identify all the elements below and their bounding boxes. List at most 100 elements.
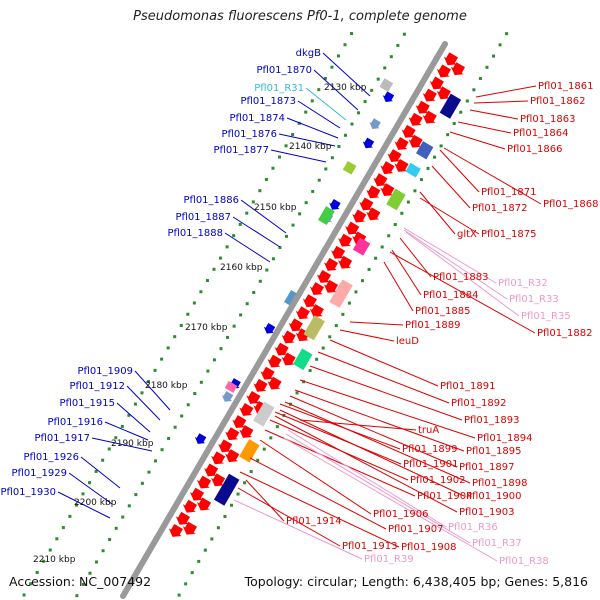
left-gene-label[interactable]: Pfl01_1877 <box>213 145 269 156</box>
guide-dot <box>153 368 157 372</box>
gene-arrow-reverse <box>329 199 341 210</box>
gene-labels: dkgB Pfl01_1870 Pfl01_R31 Pfl01_1873 Pfl01_1… <box>0 48 598 567</box>
right-gene-label[interactable]: Pfl01_1913 <box>342 541 398 552</box>
guide-dot <box>363 100 367 104</box>
gene-arrow-reverse <box>382 91 395 103</box>
right-gene-label[interactable]: Pfl01_1883 <box>433 272 489 283</box>
right-leader-line <box>287 429 447 528</box>
left-gene-label[interactable]: Pfl01_1886 <box>183 195 239 206</box>
left-gene-label[interactable]: Pfl01_1909 <box>77 366 133 377</box>
right-gene-label[interactable]: Pfl01_1903 <box>459 507 515 518</box>
guide-dot <box>315 357 319 361</box>
right-gene-label[interactable]: Pfl01_1907 <box>388 524 444 535</box>
right-gene-label[interactable]: truA <box>418 425 439 436</box>
gene-arrow <box>267 376 282 390</box>
kbp-label: 2190 kbp <box>111 439 154 449</box>
right-gene-label[interactable]: Pfl01_1900 <box>466 491 522 502</box>
gene-block <box>329 279 353 308</box>
right-leader-line <box>469 109 519 120</box>
left-gene-label[interactable]: Pfl01_1874 <box>229 113 285 124</box>
guide-dot <box>265 268 269 272</box>
left-gene-label[interactable]: Pfl01_1876 <box>221 129 277 140</box>
guide-dot <box>55 537 59 541</box>
right-gene-label[interactable]: Pfl01_R38 <box>499 556 549 567</box>
guide-dot <box>393 223 397 227</box>
right-gene-label[interactable]: Pfl01_1904 <box>417 491 473 502</box>
guide-dot <box>341 312 345 316</box>
guide-dot <box>179 323 183 327</box>
right-gene-label[interactable]: Pfl01_1906 <box>373 509 429 520</box>
guide-dot <box>311 189 315 193</box>
guide-dot <box>361 279 365 283</box>
guide-dot <box>153 459 157 463</box>
right-gene-label[interactable]: leuD <box>396 336 419 347</box>
right-gene-label[interactable]: Pfl01_1895 <box>466 446 522 457</box>
right-gene-label[interactable]: Pfl01_1871 <box>481 187 537 198</box>
right-gene-label[interactable]: Pfl01_1884 <box>423 290 479 301</box>
kbp-label: 2150 kbp <box>254 203 297 213</box>
gene-arrow <box>316 270 332 283</box>
right-gene-label[interactable]: Pfl01_R32 <box>498 278 548 289</box>
right-gene-label[interactable]: Pfl01_1882 <box>537 328 593 339</box>
right-gene-label[interactable]: Pfl01_R37 <box>472 538 522 549</box>
right-gene-label[interactable]: Pfl01_1894 <box>477 433 533 444</box>
right-leader-line <box>233 499 363 560</box>
right-gene-label[interactable]: Pfl01_1902 <box>410 475 466 486</box>
right-gene-label[interactable]: Pfl01_1891 <box>440 381 496 392</box>
left-gene-label[interactable]: Pfl01_1915 <box>59 398 115 409</box>
right-gene-label[interactable]: Pfl01_R39 <box>364 554 414 565</box>
left-gene-label[interactable]: Pfl01_1888 <box>167 228 223 239</box>
right-gene-label[interactable]: Pfl01_R36 <box>448 522 498 533</box>
kbp-label: 2200 kbp <box>74 498 117 508</box>
guide-dot <box>199 290 203 294</box>
guide-dot <box>160 357 164 361</box>
left-gene-label[interactable]: Pfl01_1916 <box>47 417 103 428</box>
right-gene-label[interactable]: Pfl01_R35 <box>521 311 571 322</box>
right-gene-label[interactable]: Pfl01_1899 <box>402 444 458 455</box>
gene-arrow <box>352 209 367 223</box>
left-gene-label[interactable]: Pfl01_1873 <box>240 96 296 107</box>
left-gene-label[interactable]: Pfl01_1929 <box>11 468 67 479</box>
guide-dot <box>370 88 374 92</box>
right-gene-label[interactable]: Pfl01_1893 <box>464 415 520 426</box>
gene-block <box>439 93 462 119</box>
left-gene-label[interactable]: Pfl01_1917 <box>34 433 90 444</box>
guide-dot <box>426 166 430 170</box>
right-gene-label[interactable]: Pfl01_1862 <box>530 96 586 107</box>
right-gene-label[interactable]: Pfl01_1861 <box>538 81 594 92</box>
left-gene-label[interactable]: Pfl01_1870 <box>256 65 312 76</box>
right-gene-label[interactable]: Pfl01_1872 <box>472 203 528 214</box>
left-gene-label[interactable]: Pfl01_R31 <box>254 83 304 94</box>
left-gene-label[interactable]: Pfl01_1930 <box>0 487 56 498</box>
right-gene-label[interactable]: Pfl01_1889 <box>405 320 461 331</box>
right-gene-label[interactable]: Pfl01_1897 <box>459 462 515 473</box>
left-leader-line <box>134 370 171 411</box>
right-gene-label[interactable]: gltX <box>457 229 477 240</box>
guide-dot <box>317 178 321 182</box>
right-gene-label[interactable]: Pfl01_1864 <box>513 128 569 139</box>
left-gene-label[interactable]: Pfl01_1912 <box>69 381 125 392</box>
guide-dot <box>256 458 260 462</box>
right-gene-label[interactable]: Pfl01_1863 <box>520 114 576 125</box>
right-gene-label[interactable]: Pfl01_1892 <box>451 398 507 409</box>
right-gene-label[interactable]: Pfl01_1868 <box>543 199 599 210</box>
right-gene-label[interactable]: Pfl01_1901 <box>403 459 459 470</box>
right-leader-line <box>473 100 529 104</box>
right-gene-label[interactable]: Pfl01_1914 <box>286 516 342 527</box>
left-gene-label[interactable]: Pfl01_1887 <box>175 212 231 223</box>
gene-block <box>386 188 406 211</box>
right-gene-label[interactable]: Pfl01_R33 <box>509 294 559 305</box>
guide-dot <box>127 413 131 417</box>
right-gene-label[interactable]: Pfl01_1898 <box>472 478 528 489</box>
guide-dot <box>210 537 214 541</box>
left-leader-line <box>240 199 287 234</box>
gene-arrow <box>366 207 381 221</box>
left-gene-label[interactable]: Pfl01_1926 <box>23 452 79 463</box>
guide-dot <box>472 88 476 92</box>
right-gene-label[interactable]: Pfl01_1885 <box>415 306 471 317</box>
right-gene-label[interactable]: Pfl01_1875 <box>481 229 537 240</box>
left-gene-label[interactable]: dkgB <box>296 48 321 59</box>
gene-arrow <box>408 134 423 148</box>
right-gene-label[interactable]: Pfl01_1908 <box>401 542 457 553</box>
right-gene-label[interactable]: Pfl01_1866 <box>507 144 563 155</box>
